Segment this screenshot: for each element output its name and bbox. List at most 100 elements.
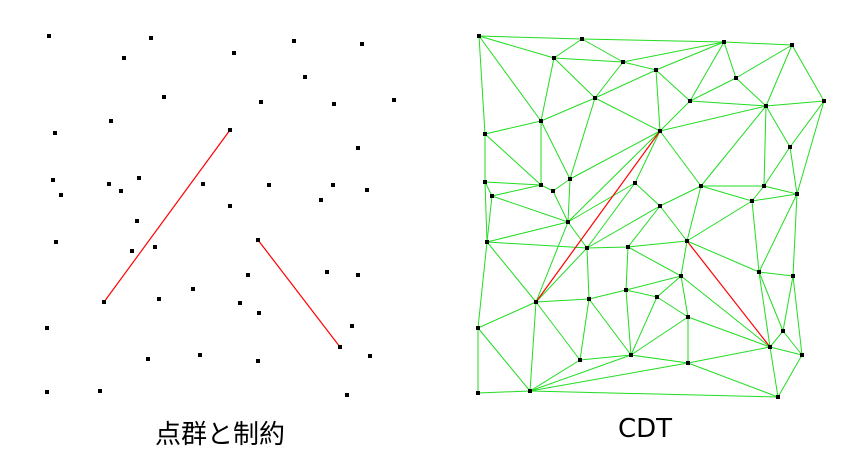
- vertex: [781, 329, 785, 333]
- triangulation-edge: [763, 105, 767, 187]
- vertex: [593, 96, 597, 100]
- triangulation-edge: [630, 296, 658, 356]
- vertex: [626, 245, 630, 249]
- vertex: [476, 326, 480, 330]
- vertex: [578, 358, 582, 362]
- vertex: [551, 189, 555, 193]
- triangulation-edge: [552, 178, 571, 192]
- triangulation-edge: [484, 133, 542, 186]
- triangulation-edge: [680, 275, 771, 348]
- triangulation-edge: [777, 354, 803, 398]
- triangulation-edge: [792, 275, 803, 356]
- triangulation-edge: [581, 38, 624, 63]
- triangulation-edge: [686, 240, 760, 273]
- triangulation-edge: [689, 77, 737, 102]
- triangulation-edge: [659, 130, 702, 187]
- point: [191, 287, 195, 291]
- triangulation-edge: [627, 205, 661, 248]
- point: [345, 393, 349, 397]
- triangulation-edge: [791, 44, 825, 102]
- triangulation-edge: [552, 190, 569, 223]
- triangulation-edge: [689, 41, 725, 102]
- triangulation-edge: [659, 185, 702, 207]
- constraint-edge: [686, 240, 771, 348]
- triangulation-edge: [655, 69, 691, 102]
- triangulation-edge: [656, 296, 689, 318]
- triangulation-edge: [680, 240, 688, 277]
- vertex: [566, 220, 570, 224]
- point: [98, 389, 102, 393]
- point: [198, 353, 202, 357]
- triangulation-edge: [529, 301, 537, 392]
- triangulation-edge: [581, 38, 725, 43]
- point-set-panel: [45, 34, 396, 397]
- triangulation-edge: [477, 301, 537, 329]
- triangulation-edge: [769, 330, 784, 348]
- vertex: [539, 183, 543, 187]
- triangulation-edge: [529, 390, 779, 398]
- triangulation-edge: [622, 41, 725, 63]
- triangulation-edge: [588, 289, 627, 300]
- triangulation-edge: [535, 247, 588, 303]
- vertex: [476, 391, 480, 395]
- triangulation-edge: [687, 362, 779, 398]
- triangulation-edge: [700, 185, 753, 202]
- point: [319, 198, 323, 202]
- point: [356, 273, 360, 277]
- vertex: [658, 204, 662, 208]
- triangulation-edge: [478, 35, 583, 40]
- vertex: [685, 239, 689, 243]
- vertex: [686, 361, 690, 365]
- triangulation-edge: [529, 359, 581, 392]
- point: [102, 300, 106, 304]
- triangulation-edge: [594, 69, 657, 99]
- triangulation-edge: [486, 241, 588, 249]
- triangulation-edge: [792, 193, 798, 277]
- triangulation-edge: [586, 182, 636, 249]
- point: [259, 100, 263, 104]
- constraint-segment: [257, 239, 341, 348]
- constraint-edge: [535, 130, 661, 303]
- triangulation-edge: [782, 275, 794, 332]
- triangulation-edge: [586, 246, 629, 249]
- vertex: [688, 99, 692, 103]
- vertex: [477, 34, 481, 38]
- vertex: [654, 68, 658, 72]
- triangulation-edge: [477, 241, 488, 329]
- triangulation-edge: [627, 240, 688, 248]
- triangulation-edge: [569, 130, 661, 180]
- triangulation-edge: [484, 120, 542, 135]
- triangulation-edge: [486, 221, 569, 243]
- point: [162, 95, 166, 99]
- triangulation-edge: [751, 193, 798, 202]
- triangulation-edge: [656, 275, 682, 298]
- triangulation-edge: [588, 298, 632, 356]
- vertex: [679, 274, 683, 278]
- triangulation-edge: [540, 57, 555, 122]
- point: [47, 34, 51, 38]
- point: [228, 204, 232, 208]
- vertex: [791, 274, 795, 278]
- point: [267, 183, 271, 187]
- triangulation-edge: [700, 105, 767, 187]
- point: [338, 345, 342, 349]
- triangulation-edge: [553, 38, 583, 59]
- point: [256, 238, 260, 242]
- triangulation-edge: [659, 205, 688, 242]
- point: [350, 324, 354, 328]
- triangulation-edge: [540, 120, 571, 180]
- triangulation-edge: [586, 247, 590, 300]
- triangulation-edge: [625, 289, 632, 356]
- point: [360, 42, 364, 46]
- triangulation-edge: [630, 316, 689, 356]
- triangulation-edge: [687, 316, 771, 348]
- triangulation-edge: [477, 390, 531, 394]
- point: [59, 193, 63, 197]
- triangulation-edge: [484, 181, 542, 186]
- triangulation-edge: [594, 61, 624, 99]
- point: [135, 219, 139, 223]
- point: [332, 102, 336, 106]
- vertex: [699, 184, 703, 188]
- vertex: [686, 315, 690, 319]
- vertex: [629, 353, 633, 357]
